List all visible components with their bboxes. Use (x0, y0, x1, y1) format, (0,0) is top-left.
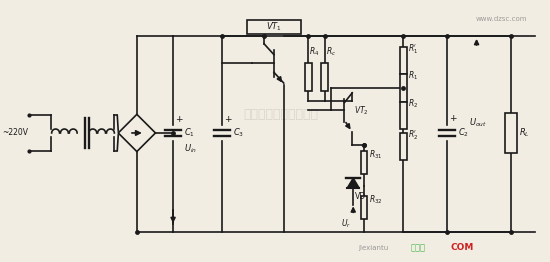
Bar (305, 63, 312, 91)
Text: $U_{in}$: $U_{in}$ (184, 142, 197, 155)
Bar (361, 196, 367, 219)
Bar (321, 63, 328, 91)
Bar (400, 102, 406, 129)
Text: $R_4$: $R_4$ (309, 45, 320, 58)
Text: $VT_1$: $VT_1$ (266, 21, 282, 34)
Bar (400, 133, 406, 160)
Bar (400, 47, 406, 74)
Text: www.dzsc.com: www.dzsc.com (475, 17, 527, 22)
Text: $C_1$: $C_1$ (184, 127, 195, 139)
Bar (246, 20, 301, 34)
Text: $U_{out}$: $U_{out}$ (469, 117, 487, 129)
Text: $VT_2$: $VT_2$ (354, 104, 369, 117)
Text: $R_{31}$: $R_{31}$ (369, 148, 382, 161)
Text: $R_1$: $R_1$ (408, 70, 418, 83)
Bar (505, 113, 516, 152)
Text: $R_L$: $R_L$ (519, 127, 530, 139)
Text: 接线图: 接线图 (410, 243, 425, 252)
Text: $R_c$: $R_c$ (326, 45, 336, 58)
Text: COM: COM (450, 243, 474, 252)
Polygon shape (348, 178, 359, 188)
Text: +: + (224, 115, 232, 124)
Text: $U_r$: $U_r$ (341, 217, 351, 230)
Text: $C_3$: $C_3$ (233, 127, 244, 139)
Text: $R_1'$: $R_1'$ (408, 42, 418, 56)
Text: +: + (449, 114, 456, 123)
Text: VD: VD (355, 192, 366, 201)
Bar (400, 74, 406, 102)
Text: 杭州将睿科技有限公司: 杭州将睿科技有限公司 (243, 108, 318, 121)
Text: $R_{32}$: $R_{32}$ (369, 193, 382, 206)
Text: +: + (175, 115, 183, 124)
Text: jiexiantu: jiexiantu (359, 244, 389, 250)
Text: $C_2$: $C_2$ (458, 127, 469, 139)
Text: ~220V: ~220V (2, 128, 28, 138)
Text: $R_2'$: $R_2'$ (408, 128, 418, 142)
Bar (361, 151, 367, 174)
Text: $R_2$: $R_2$ (408, 97, 418, 110)
